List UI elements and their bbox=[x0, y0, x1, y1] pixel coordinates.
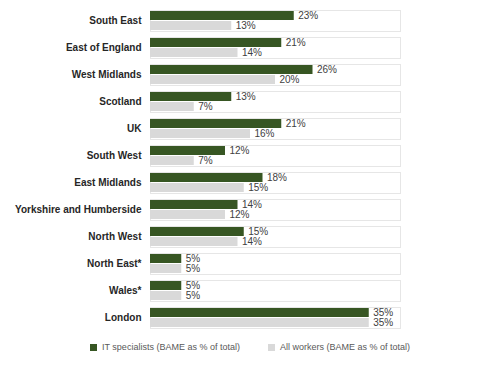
svg-text:5%: 5% bbox=[186, 290, 201, 301]
svg-text:UK: UK bbox=[127, 123, 142, 134]
svg-text:20%: 20% bbox=[280, 74, 300, 85]
svg-text:East of England: East of England bbox=[66, 42, 142, 53]
html-text:All workers (BAME as % of tota: All workers (BAME as % of total) bbox=[279, 342, 410, 352]
svg-text:21%: 21% bbox=[286, 37, 306, 48]
svg-text:12%: 12% bbox=[230, 209, 250, 220]
html-text:IT specialists (BAME as % of t: IT specialists (BAME as % of total) bbox=[102, 342, 240, 352]
svg-text:14%: 14% bbox=[242, 236, 262, 247]
svg-text:East Midlands: East Midlands bbox=[74, 177, 142, 188]
svg-text:18%: 18% bbox=[267, 172, 287, 183]
svg-text:14%: 14% bbox=[242, 47, 262, 58]
svg-text:5%: 5% bbox=[185, 280, 201, 292]
svg-text:7%: 7% bbox=[198, 155, 213, 166]
svg-text:5%: 5% bbox=[186, 263, 201, 274]
svg-text:15%: 15% bbox=[248, 182, 268, 193]
svg-text:Yorkshire and Humberside: Yorkshire and Humberside bbox=[15, 204, 142, 215]
svg-text:West Midlands: West Midlands bbox=[72, 69, 142, 80]
svg-text:London: London bbox=[105, 312, 142, 323]
svg-text:5%: 5% bbox=[185, 253, 201, 265]
svg-text:12%: 12% bbox=[230, 145, 250, 156]
svg-text:26%: 26% bbox=[317, 64, 337, 75]
svg-text:South West: South West bbox=[87, 150, 142, 161]
svg-text:15%: 15% bbox=[248, 226, 269, 238]
svg-text:Wales*: Wales* bbox=[109, 285, 142, 296]
svg-text:16%: 16% bbox=[255, 128, 275, 139]
svg-text:North East*: North East* bbox=[87, 258, 142, 269]
svg-text:14%: 14% bbox=[242, 199, 262, 211]
svg-text:Scotland: Scotland bbox=[99, 96, 141, 107]
svg-text:7%: 7% bbox=[198, 101, 213, 112]
svg-text:35%: 35% bbox=[373, 317, 393, 328]
svg-text:13%: 13% bbox=[236, 91, 256, 102]
svg-text:21%: 21% bbox=[286, 118, 306, 129]
svg-text:23%: 23% bbox=[298, 10, 318, 21]
svg-text:North West: North West bbox=[88, 231, 142, 242]
svg-text:South East: South East bbox=[89, 15, 142, 26]
svg-text:13%: 13% bbox=[236, 20, 256, 31]
svg-text:35%: 35% bbox=[373, 307, 394, 319]
